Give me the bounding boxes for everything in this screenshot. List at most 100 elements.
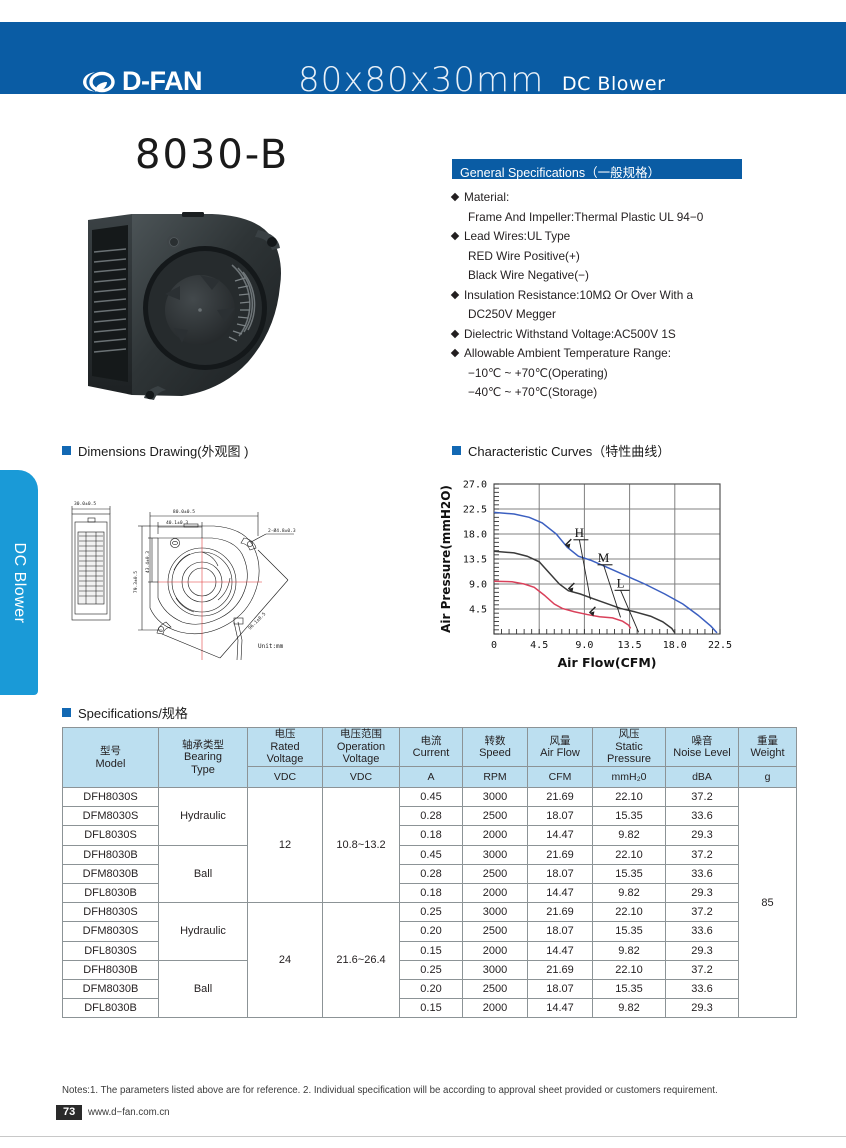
cell-static-pressure: 15.35 xyxy=(592,863,666,884)
general-spec-item: Dielectric Withstand Voltage:AC500V 1S xyxy=(452,325,762,345)
column-header-en: Bearing Type xyxy=(184,751,222,776)
general-spec-item: Frame And Impeller:Thermal Plastic UL 94… xyxy=(468,209,704,224)
table-row: DFH8030B Ball 0.45 3000 21.69 22.10 37.2 xyxy=(62,844,797,904)
column-header: 转数 Speed xyxy=(462,727,528,767)
product-photo xyxy=(62,190,362,420)
y-axis-label: Air Pressure(mmH2O) xyxy=(439,485,453,633)
cell-static-pressure: 15.35 xyxy=(592,921,666,942)
curve-M xyxy=(493,550,676,634)
column-header: 型号 Model xyxy=(62,727,159,788)
column-header: 风量 Air Flow xyxy=(527,727,593,767)
cell-speed: 2500 xyxy=(462,806,528,827)
cell-noise-level: 33.6 xyxy=(665,806,739,827)
cell-current: 0.28 xyxy=(399,863,463,884)
general-spec-item: Insulation Resistance:10MΩ Or Over With … xyxy=(452,286,762,306)
column-header: 轴承类型 Bearing Type xyxy=(158,727,248,788)
cell-static-pressure: 15.35 xyxy=(592,978,666,1000)
square-bullet-icon xyxy=(62,446,71,455)
cell-model: DFL8030S xyxy=(62,940,159,961)
dim-width: 80.0±0.5 xyxy=(173,509,195,515)
curve-H xyxy=(493,511,718,634)
curve-label-H: H xyxy=(575,525,584,540)
x-tick-label: 4.5 xyxy=(530,640,548,651)
column-header: 噪音 Noise Level xyxy=(665,727,739,767)
cell-speed: 3000 xyxy=(462,786,528,808)
characteristic-curves-label: Characteristic Curves（特性曲线） xyxy=(468,444,671,459)
column-header-cn: 轴承类型 xyxy=(182,738,224,751)
curve-label-M: M xyxy=(598,550,610,565)
cell-static-pressure: 22.10 xyxy=(592,844,666,865)
x-tick-label: 9.0 xyxy=(575,640,593,651)
column-header: 风压 Static Pressure xyxy=(592,727,666,767)
cell-static-pressure: 15.35 xyxy=(592,806,666,827)
cell-current: 0.18 xyxy=(399,882,463,904)
cell-noise-level: 29.3 xyxy=(665,940,739,961)
cell-noise-level: 29.3 xyxy=(665,825,739,846)
table-row: DFM8030B 0.20 2500 18.07 15.35 33.6 xyxy=(62,978,797,1000)
table-row: DFL8030S 0.18 2000 14.47 9.82 29.3 xyxy=(62,825,797,846)
product-size: 80x80x30mm xyxy=(298,60,545,100)
column-header-en: Rated Voltage xyxy=(266,740,304,766)
side-tab-dc-blower: DC Blower xyxy=(0,470,38,695)
ellipse-swoosh-icon xyxy=(82,69,120,95)
dim-diagonal: 96.1±0.5 xyxy=(247,611,267,631)
column-header-en: Operation Voltage xyxy=(336,740,386,766)
cell-noise-level: 33.6 xyxy=(665,863,739,884)
cell-air-flow: 14.47 xyxy=(527,882,593,904)
cell-speed: 3000 xyxy=(462,844,528,865)
column-unit: RPM xyxy=(462,766,528,788)
column-header-en: Current xyxy=(412,747,450,759)
cell-speed: 2000 xyxy=(462,998,528,1019)
cell-noise-level: 33.6 xyxy=(665,978,739,1000)
x-tick-label: 0 xyxy=(491,640,497,651)
dimensions-drawing: 30.0±0.5 80.0±0.5 40.1±0.3 79.3±0.5 43.4… xyxy=(62,482,362,672)
cell-model: DFM8030S xyxy=(62,806,159,827)
general-spec-item: −10℃ ~ +70℃(Operating) xyxy=(468,365,608,380)
dim-half-width: 40.1±0.3 xyxy=(166,520,188,526)
cell-speed: 2500 xyxy=(462,921,528,942)
general-spec-item: RED Wire Positive(+) xyxy=(468,248,580,263)
cell-static-pressure: 22.10 xyxy=(592,786,666,808)
cell-static-pressure: 9.82 xyxy=(592,882,666,904)
cell-air-flow: 14.47 xyxy=(527,940,593,961)
product-type: DC Blower xyxy=(562,73,666,95)
column-header-en: Model xyxy=(95,757,126,770)
specifications-heading: Specifications/规格 xyxy=(62,703,188,722)
cell-noise-level: 29.3 xyxy=(665,882,739,904)
cell-model: DFH8030S xyxy=(62,786,159,808)
cell-current: 0.15 xyxy=(399,998,463,1019)
column-header-cn: 转数 xyxy=(484,734,506,747)
cell-speed: 3000 xyxy=(462,902,528,923)
cell-air-flow: 21.69 xyxy=(527,844,593,865)
table-row: DFM8030B 0.28 2500 18.07 15.35 33.6 xyxy=(62,863,797,884)
general-spec-item: Black Wire Negative(−) xyxy=(468,268,589,282)
column-unit: A xyxy=(399,766,463,788)
cell-speed: 2000 xyxy=(462,825,528,846)
cell-noise-level: 37.2 xyxy=(665,786,739,808)
brand-name: D-FAN xyxy=(122,66,203,96)
cell-model: DFH8030B xyxy=(62,959,159,980)
cell-noise-level: 37.2 xyxy=(665,959,739,980)
specifications-table: 型号 Model 轴承类型 Bearing Type 电压 Rated Voltage 电压范围… xyxy=(62,727,797,1019)
column-unit: VDC xyxy=(247,766,323,788)
general-spec-item: Allowable Ambient Temperature Range: xyxy=(452,344,762,364)
curve-L xyxy=(493,580,632,629)
cell-operation-voltage: 21.6~26.4 xyxy=(322,902,400,1019)
dim-inner-height: 43.4±0.3 xyxy=(145,551,151,573)
cell-speed: 2000 xyxy=(462,940,528,961)
cell-model: DFL8030B xyxy=(62,998,159,1019)
cell-air-flow: 18.07 xyxy=(527,863,593,884)
table-body: DFH8030S Hydraulic 12 10.8~13.2 0.45 3000 21.6… xyxy=(62,786,797,1019)
square-bullet-icon xyxy=(452,446,461,455)
website-url: www.d−fan.com.cn xyxy=(88,1107,170,1118)
column-header: 电流 Current xyxy=(399,727,463,767)
dim-unit: Unit:mm xyxy=(258,643,284,650)
general-spec-item: Lead Wires:UL Type xyxy=(452,227,762,247)
characteristic-curves-heading: Characteristic Curves（特性曲线） xyxy=(452,441,670,460)
cell-rated-voltage: 12 xyxy=(247,786,323,904)
dim-height: 79.3±0.5 xyxy=(133,571,139,593)
table-row: DFL8030B 0.15 2000 14.47 9.82 29.3 xyxy=(62,998,797,1019)
cell-current: 0.25 xyxy=(399,959,463,980)
table-head: 型号 Model 轴承类型 Bearing Type 电压 Rated Voltage 电压范围… xyxy=(62,727,797,788)
